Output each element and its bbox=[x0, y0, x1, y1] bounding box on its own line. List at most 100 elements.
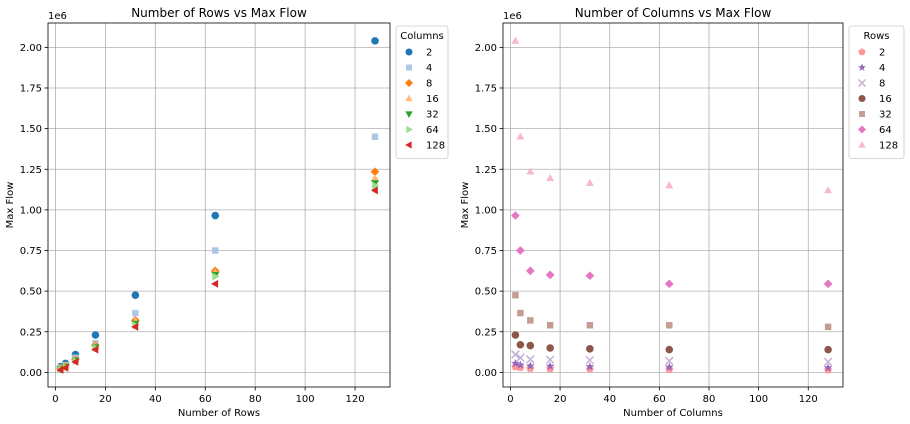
data-point-8 bbox=[511, 350, 520, 359]
y-offset-label: 1e6 bbox=[503, 11, 522, 22]
legend-title: Rows bbox=[863, 31, 889, 42]
legend-label: 16 bbox=[426, 94, 439, 105]
data-point-64 bbox=[585, 271, 595, 281]
data-point-64 bbox=[372, 181, 380, 190]
data-point-4 bbox=[212, 247, 219, 254]
data-point-128 bbox=[665, 181, 674, 189]
data-point-4 bbox=[371, 133, 379, 140]
data-point-32 bbox=[586, 322, 594, 329]
legend-marker-16 bbox=[405, 94, 413, 102]
data-point-32 bbox=[527, 317, 534, 324]
data-point-32 bbox=[512, 291, 519, 299]
chart-title: Number of Columns vs Max Flow bbox=[575, 6, 772, 20]
axes-frame bbox=[47, 22, 391, 388]
data-point-128 bbox=[131, 322, 139, 331]
data-point-8 bbox=[525, 355, 535, 364]
legend-label: 4 bbox=[879, 63, 885, 74]
legend-marker-4 bbox=[406, 64, 412, 71]
x-tick-label: 20 bbox=[99, 394, 112, 405]
grid-lines bbox=[503, 23, 843, 387]
data-point-16 bbox=[546, 344, 554, 352]
x-tick-label: 80 bbox=[249, 394, 262, 405]
chart-title: Number of Rows vs Max Flow bbox=[131, 6, 307, 20]
legend-title: Columns bbox=[400, 31, 444, 42]
legend-label: 16 bbox=[879, 94, 892, 105]
legend-marker-8 bbox=[404, 78, 414, 88]
data-point-2 bbox=[371, 37, 379, 45]
data-point-4 bbox=[664, 362, 674, 371]
data-point-64 bbox=[664, 279, 674, 289]
data-point-128 bbox=[511, 36, 520, 44]
y-tick-label: 2.00 bbox=[475, 43, 497, 54]
y-tick-label: 0.75 bbox=[475, 246, 497, 257]
legend-label: 2 bbox=[879, 48, 885, 59]
y-tick-label: 1.50 bbox=[20, 124, 42, 135]
data-point-4 bbox=[516, 360, 525, 369]
x-tick-label: 80 bbox=[703, 394, 716, 405]
data-point-4 bbox=[545, 361, 555, 370]
legend-label: 64 bbox=[879, 125, 892, 136]
data-point-128 bbox=[585, 178, 594, 186]
y-axis-label: Max Flow bbox=[5, 182, 16, 229]
legend: Rows 2 4 8 16 32 64 128 bbox=[848, 25, 905, 159]
data-points bbox=[511, 36, 833, 374]
data-point-32 bbox=[517, 309, 524, 317]
data-point-64 bbox=[516, 246, 525, 255]
y-tick-label: 1.25 bbox=[475, 165, 497, 176]
data-point-8 bbox=[545, 355, 555, 365]
grid-lines bbox=[48, 23, 390, 387]
data-point-8 bbox=[823, 357, 833, 367]
data-point-64 bbox=[823, 279, 833, 289]
x-tick-label: 0 bbox=[52, 394, 58, 405]
y-tick-label: 1.25 bbox=[20, 165, 42, 176]
legend-label: 4 bbox=[426, 63, 432, 74]
legend-label: 2 bbox=[426, 48, 432, 59]
data-points bbox=[56, 37, 380, 374]
legend-marker-64 bbox=[857, 125, 867, 134]
data-point-32 bbox=[666, 322, 673, 329]
axis-ticks: 0 20 40 60 80 100 120 0.00 0.25 0.50 0.75 1.00 1.25 1… bbox=[475, 43, 818, 405]
y-tick-label: 0.50 bbox=[20, 287, 42, 298]
data-point-128 bbox=[516, 132, 525, 140]
x-tick-label: 120 bbox=[799, 394, 818, 405]
legend: Columns 2 4 8 16 32 64 128 bbox=[395, 25, 449, 159]
x-tick-label: 120 bbox=[346, 394, 365, 405]
data-point-16 bbox=[511, 331, 520, 339]
chart-columns-vs-max-flow: 0 20 40 60 80 100 120 0.00 0.25 0.50 0.75 1.00 1.25 1… bbox=[460, 6, 905, 419]
legend-label: 8 bbox=[426, 79, 432, 90]
legend-label: 32 bbox=[879, 110, 892, 121]
x-tick-label: 60 bbox=[653, 394, 666, 405]
axes-frame bbox=[502, 22, 844, 388]
data-point-16 bbox=[516, 340, 525, 349]
data-point-4 bbox=[525, 361, 535, 370]
legend-marker-16 bbox=[858, 95, 866, 102]
data-point-64 bbox=[545, 270, 555, 280]
data-point-16 bbox=[665, 345, 674, 354]
legend-marker-2 bbox=[858, 48, 866, 56]
y-axis-label: Max Flow bbox=[460, 182, 471, 229]
y-tick-label: 1.00 bbox=[20, 205, 42, 216]
data-point-8 bbox=[516, 353, 525, 363]
data-point-32 bbox=[546, 322, 554, 329]
data-point-16 bbox=[526, 341, 535, 350]
legend-marker-64 bbox=[406, 125, 413, 134]
x-axis-label: Number of Rows bbox=[178, 408, 260, 419]
legend-label: 128 bbox=[879, 141, 898, 152]
data-point-4 bbox=[823, 363, 833, 372]
legend-label: 128 bbox=[426, 141, 445, 152]
chart-rows-vs-max-flow: 0 20 40 60 80 100 120 0.00 0.25 0.50 0.75 1.00 1.25 1… bbox=[5, 6, 449, 419]
y-tick-label: 1.75 bbox=[475, 84, 497, 95]
legend-marker-4 bbox=[858, 63, 866, 71]
data-point-16 bbox=[371, 174, 380, 182]
x-tick-label: 100 bbox=[749, 394, 768, 405]
data-point-4 bbox=[585, 362, 595, 371]
data-point-8 bbox=[664, 356, 674, 366]
data-point-2 bbox=[211, 211, 220, 220]
data-point-4 bbox=[511, 358, 520, 368]
data-point-128 bbox=[546, 174, 555, 182]
legend-marker-32 bbox=[405, 111, 413, 118]
data-point-128 bbox=[824, 186, 833, 194]
legend-box bbox=[395, 25, 449, 159]
data-point-8 bbox=[370, 167, 380, 177]
